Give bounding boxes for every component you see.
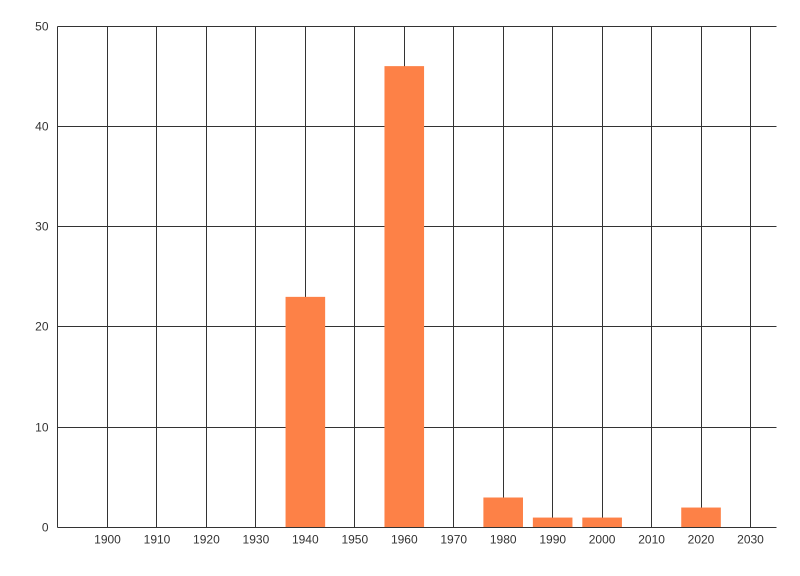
svg-text:2010: 2010 [638,533,665,547]
svg-text:10: 10 [35,421,49,435]
svg-text:1950: 1950 [341,533,368,547]
svg-text:2030: 2030 [737,533,764,547]
svg-text:30: 30 [35,220,49,234]
svg-text:1980: 1980 [490,533,517,547]
svg-text:40: 40 [35,120,49,134]
svg-text:2000: 2000 [589,533,616,547]
svg-text:1940: 1940 [292,533,319,547]
svg-text:0: 0 [42,521,49,535]
svg-text:1930: 1930 [243,533,270,547]
svg-text:1920: 1920 [193,533,220,547]
svg-text:50: 50 [35,20,49,34]
svg-text:1910: 1910 [144,533,171,547]
svg-text:1960: 1960 [391,533,418,547]
svg-text:2020: 2020 [688,533,715,547]
svg-text:20: 20 [35,320,49,334]
svg-text:1900: 1900 [94,533,121,547]
svg-text:1990: 1990 [539,533,566,547]
svg-text:1970: 1970 [440,533,467,547]
